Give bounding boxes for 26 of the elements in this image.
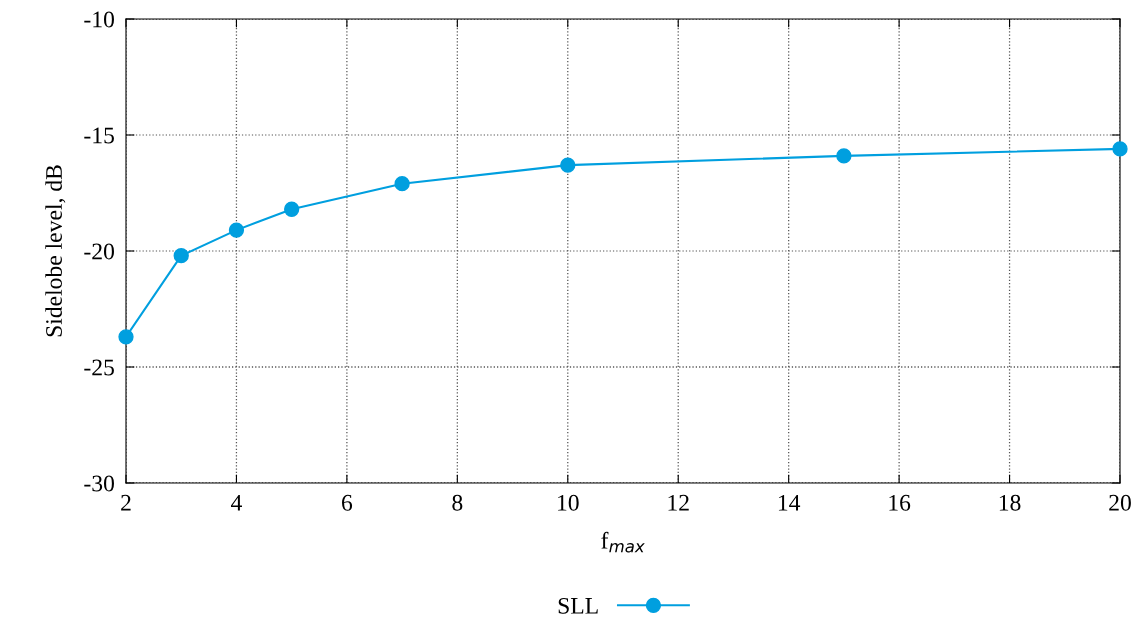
x-tick-label: 12 bbox=[668, 494, 689, 511]
x-tick-label: 4 bbox=[231, 494, 242, 511]
point bbox=[394, 176, 410, 192]
point bbox=[228, 222, 245, 238]
x-tick-label: 6 bbox=[342, 494, 353, 511]
x-tick-label: 2 bbox=[121, 494, 131, 511]
point bbox=[1112, 141, 1128, 157]
point bbox=[118, 329, 134, 345]
x-tick-label: 8 bbox=[452, 494, 463, 511]
y-tick-label: -10 bbox=[84, 11, 114, 28]
y-tick-label: -20 bbox=[84, 243, 114, 260]
y-axis-title: Sidelobe level, dB bbox=[45, 165, 66, 337]
point bbox=[836, 148, 852, 164]
x-tick-label: 14 bbox=[778, 494, 801, 511]
point bbox=[284, 201, 300, 217]
point bbox=[560, 157, 576, 173]
y-tick-label: -15 bbox=[84, 127, 114, 144]
x-tick-label: 16 bbox=[889, 494, 911, 511]
y-tick-label: -25 bbox=[84, 359, 114, 376]
x-tick-label: 18 bbox=[999, 494, 1021, 511]
x-axis-title: f$_{max}$ bbox=[601, 531, 645, 553]
legend-label: SLL bbox=[558, 597, 598, 614]
point bbox=[173, 248, 189, 264]
y-tick-label: -30 bbox=[84, 475, 114, 492]
x-tick-label: 10 bbox=[558, 494, 579, 511]
x-tick-label: 20 bbox=[1109, 494, 1131, 511]
